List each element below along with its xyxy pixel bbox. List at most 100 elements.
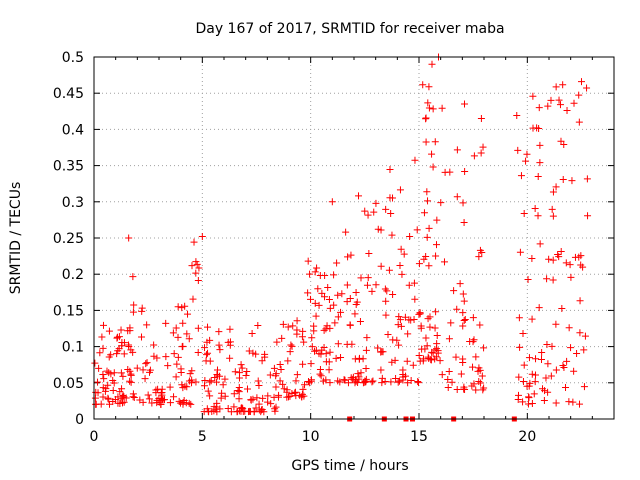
data-point — [129, 308, 137, 316]
data-point — [310, 327, 318, 335]
data-point — [433, 345, 441, 353]
data-point — [184, 310, 192, 318]
data-point — [129, 273, 137, 281]
data-point — [459, 309, 467, 317]
data-point — [573, 350, 581, 358]
data-point — [104, 395, 112, 403]
data-point — [326, 304, 334, 312]
data-point — [392, 374, 400, 382]
data-point — [333, 259, 341, 267]
data-point — [557, 247, 565, 255]
data-point — [377, 226, 385, 234]
data-point — [188, 379, 196, 387]
data-point — [115, 333, 123, 341]
data-point — [104, 394, 112, 402]
data-point — [330, 301, 338, 309]
data-point — [328, 198, 336, 206]
data-point — [245, 347, 253, 355]
data-point — [552, 320, 560, 328]
data-point — [540, 396, 548, 404]
data-point — [353, 298, 361, 306]
data-point — [162, 353, 170, 361]
plot-frame — [93, 56, 615, 420]
data-point — [254, 321, 262, 329]
data-point — [278, 334, 286, 342]
data-point — [133, 364, 141, 372]
data-point — [388, 231, 396, 239]
data-point — [188, 367, 196, 375]
data-point — [307, 360, 315, 368]
data-point — [127, 378, 135, 386]
data-point — [399, 366, 407, 374]
data-point — [332, 354, 340, 362]
data-point — [398, 270, 406, 278]
data-point — [456, 280, 464, 288]
data-point — [189, 295, 197, 303]
data-point — [420, 209, 428, 217]
data-point — [519, 398, 527, 406]
data-point — [544, 360, 552, 368]
data-point — [130, 394, 138, 402]
data-point — [533, 124, 541, 132]
data-point — [231, 368, 239, 376]
data-point — [470, 152, 478, 160]
data-point — [99, 393, 107, 401]
data-point — [249, 349, 257, 357]
data-point — [565, 398, 573, 406]
data-point — [316, 366, 324, 374]
data-point — [374, 344, 382, 352]
data-point — [150, 352, 158, 360]
data-point — [560, 363, 568, 371]
data-point — [528, 255, 536, 263]
data-point — [565, 324, 573, 332]
data-point — [226, 325, 234, 333]
data-point — [433, 331, 441, 339]
data-point — [194, 324, 202, 332]
data-point — [523, 150, 531, 158]
data-point — [406, 232, 414, 240]
data-point — [440, 258, 448, 266]
data-point — [563, 107, 571, 115]
data-point — [308, 343, 316, 351]
data-point — [544, 102, 552, 110]
data-point — [555, 96, 563, 104]
data-point — [519, 377, 527, 385]
data-point — [259, 394, 267, 402]
data-point — [415, 310, 423, 318]
data-point — [272, 372, 280, 380]
data-point — [382, 311, 390, 319]
data-point — [264, 398, 272, 406]
data-point — [552, 399, 560, 407]
data-point — [555, 253, 563, 261]
y-tick-label: 0 — [75, 412, 84, 428]
data-point — [396, 262, 404, 270]
data-point — [468, 382, 476, 390]
data-point — [325, 366, 333, 374]
data-point — [460, 316, 468, 324]
data-point — [424, 99, 432, 107]
data-point — [431, 138, 439, 146]
x-tick-label: 10 — [302, 429, 320, 445]
data-point — [577, 252, 585, 260]
data-point — [120, 398, 128, 406]
data-point — [536, 240, 544, 248]
data-point — [354, 370, 362, 378]
data-point — [315, 350, 323, 358]
data-point — [352, 289, 360, 297]
data-point — [414, 377, 422, 385]
data-point — [396, 316, 404, 324]
data-point — [450, 287, 458, 295]
data-point — [433, 216, 441, 224]
data-point — [362, 346, 370, 354]
data-point — [138, 307, 146, 315]
data-point — [411, 156, 419, 164]
data-point — [255, 381, 263, 389]
data-point — [538, 356, 545, 364]
data-point — [525, 393, 533, 401]
data-point — [534, 212, 542, 220]
data-point — [479, 386, 487, 394]
data-point — [419, 357, 427, 365]
data-point — [206, 378, 214, 386]
data-point — [480, 384, 488, 392]
data-point — [157, 389, 165, 397]
